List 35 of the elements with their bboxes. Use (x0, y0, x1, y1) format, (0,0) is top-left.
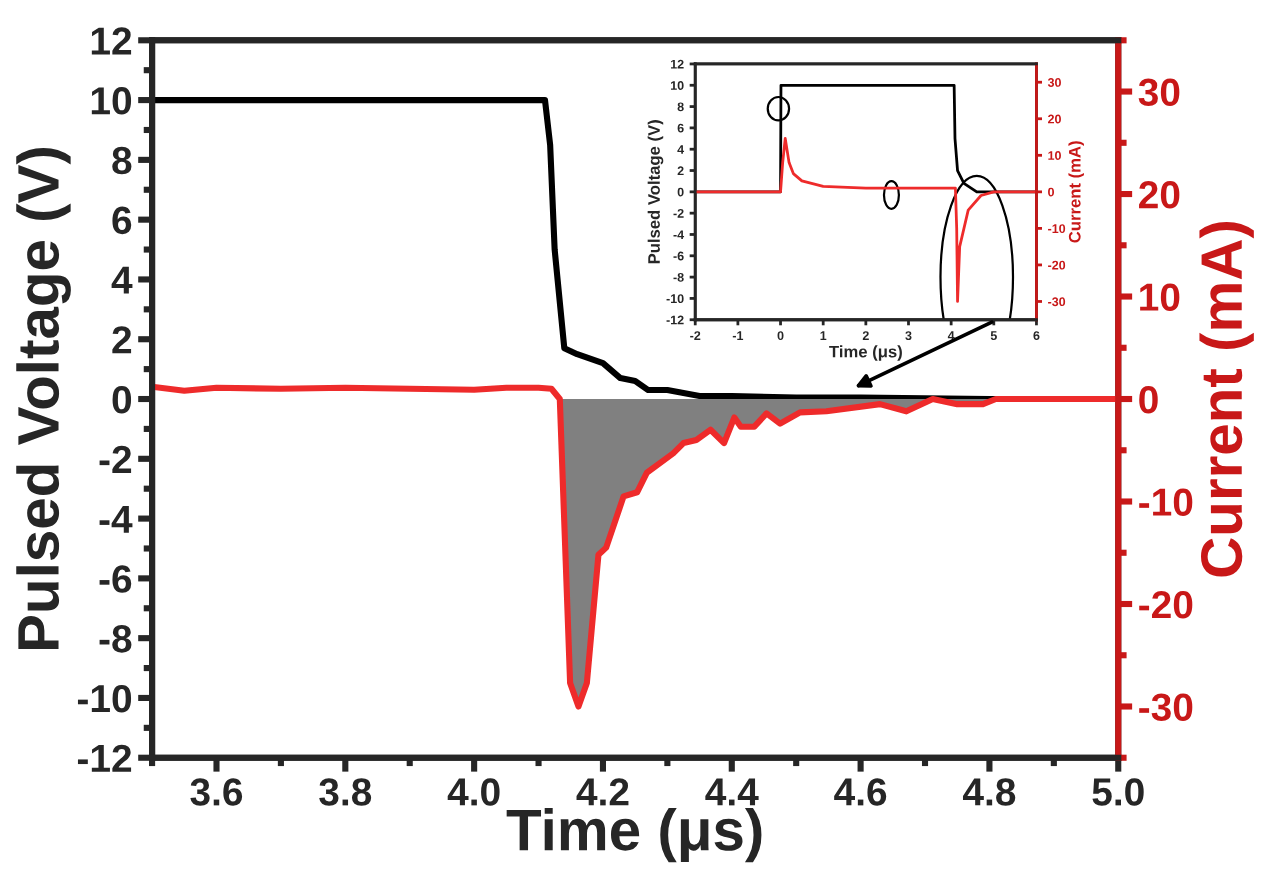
y-axis-title: Pulsed Voltage (V) (16, 147, 71, 650)
y-tick-label: 10 (91, 87, 132, 115)
line-series (152, 383, 1119, 710)
y-tick-label: 0 (112, 385, 132, 414)
y-tick-label: -6 (99, 565, 132, 593)
y2-tick-label: 0 (1139, 385, 1158, 414)
x-tick-label: 3.6 (190, 778, 243, 806)
y2-axis-title: Current (mA) (1068, 141, 1084, 243)
x-tick-label: 3.8 (319, 778, 372, 806)
y-tick-label: 4 (111, 266, 133, 294)
x-tick-label: 5.0 (1092, 778, 1144, 806)
y2-tick-label: -20 (1139, 590, 1193, 619)
x-tick-label: 4.0 (447, 778, 500, 806)
y2-axis-title: Current (mA) (1199, 222, 1254, 577)
y2-tick-label: 30 (1138, 78, 1180, 107)
x-axis-title: Time (μs) (506, 807, 762, 863)
y-tick-label: -2 (99, 445, 132, 473)
y-tick-label: -4 (99, 505, 133, 533)
y-tick-label: -10 (77, 684, 132, 713)
y-axis-title: Pulsed Voltage (V) (647, 120, 664, 264)
y-tick-label: 6 (112, 206, 132, 235)
x-tick-label: 4.4 (705, 778, 759, 806)
y-tick-label: -12 (77, 744, 132, 772)
y2-tick-label: -10 (1139, 488, 1193, 516)
line-series (695, 137, 1037, 303)
x-axis-title: Time (μs) (829, 345, 902, 361)
y-tick-label: 12 (91, 27, 132, 55)
x-tick-label: 4.6 (834, 778, 887, 806)
x-tick-label: 4.2 (576, 778, 629, 806)
y2-tick-label: -30 (1139, 693, 1193, 722)
x-tick-label: 4.8 (962, 778, 1016, 806)
y-tick-label: 8 (112, 146, 132, 175)
y-tick-label: -8 (99, 625, 132, 653)
y2-tick-label: 20 (1139, 180, 1180, 209)
y2-tick-label: 10 (1140, 283, 1180, 311)
